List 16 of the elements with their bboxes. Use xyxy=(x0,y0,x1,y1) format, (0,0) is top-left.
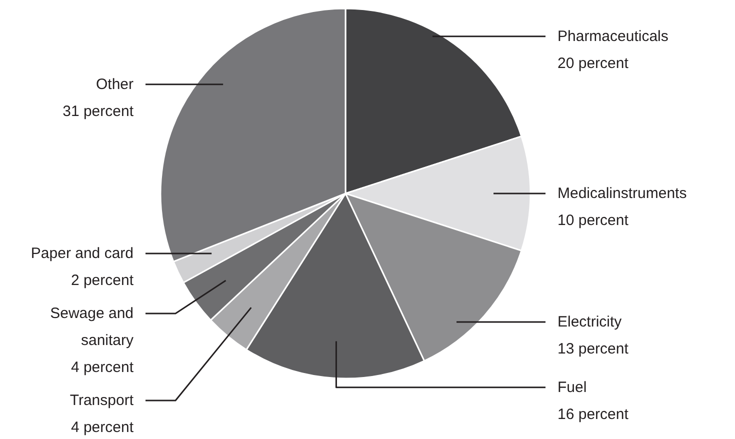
slice-label: Other xyxy=(96,76,134,93)
slice-label: Electricity xyxy=(558,313,622,330)
data-label: 4 percent xyxy=(70,359,134,376)
slice-label: Paper and card xyxy=(30,245,134,262)
data-label: 13 percent xyxy=(558,340,630,358)
data-label: 16 percent xyxy=(558,406,630,423)
data-label: 20 percent xyxy=(558,54,630,72)
data-label: 31 percent xyxy=(62,102,134,120)
slice-label: Fuel xyxy=(558,378,587,396)
slice-label: Medicalinstruments xyxy=(558,185,687,202)
data-label: 10 percent xyxy=(558,212,630,229)
data-label: 4 percent xyxy=(70,419,134,436)
slice-label: Transport xyxy=(70,392,134,409)
slice-label: Sewage and sanitary xyxy=(50,305,134,349)
data-label: 2 percent xyxy=(70,272,134,289)
slice-label: Pharmaceuticals xyxy=(558,28,668,45)
